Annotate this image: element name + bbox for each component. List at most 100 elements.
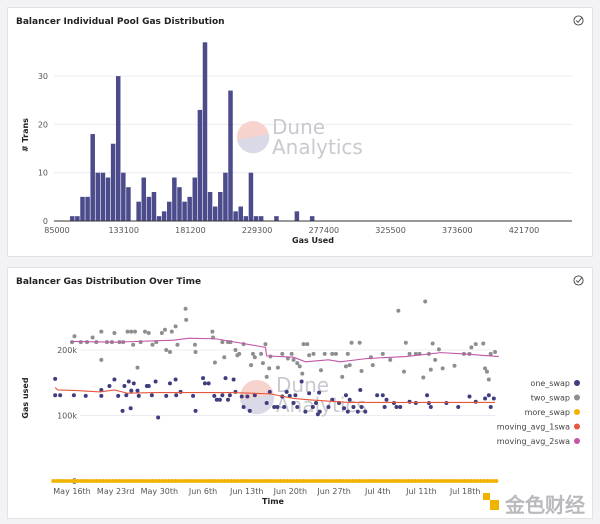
two_swap-point	[159, 330, 164, 335]
histogram-bar	[177, 187, 182, 221]
two_swap-point	[169, 329, 174, 334]
more_swap-point	[372, 479, 377, 483]
more_swap-point	[422, 479, 427, 483]
more_swap-point	[300, 479, 305, 483]
more_swap-point	[475, 479, 480, 483]
histogram-bar	[161, 211, 167, 221]
more_swap-point	[263, 479, 268, 483]
more_swap-point	[132, 479, 137, 483]
one_swap-point	[486, 393, 491, 398]
histogram-bar	[223, 172, 228, 221]
one_swap-point	[206, 381, 211, 386]
more_swap-point	[216, 479, 221, 483]
histogram-bar	[172, 177, 177, 221]
one_swap-point	[173, 377, 178, 382]
one_swap-point	[313, 401, 318, 406]
x-tick-label: 421700	[509, 226, 540, 235]
histogram-bar	[121, 172, 126, 221]
two_swap-point	[318, 368, 323, 373]
one_swap-point	[407, 399, 412, 404]
histogram-bar	[146, 196, 152, 221]
histogram-bar	[105, 177, 111, 221]
corner-logo-text: 金色财经	[504, 493, 585, 517]
more_swap-point	[481, 479, 486, 483]
more_swap-point	[391, 479, 396, 483]
more_swap-point	[135, 479, 140, 483]
two_swap-point	[430, 341, 435, 346]
x-tick-label: 229300	[242, 226, 273, 235]
one_swap-point	[217, 397, 222, 402]
more_swap-point	[488, 479, 493, 483]
more_swap-point	[319, 479, 324, 483]
two_swap-point	[436, 347, 441, 352]
two_swap-point	[473, 342, 478, 347]
more_swap-point	[232, 479, 237, 483]
one_swap-point	[174, 393, 179, 398]
two_swap-point	[452, 363, 457, 368]
more_swap-point	[460, 479, 464, 483]
more_swap-point	[79, 479, 84, 483]
more_swap-point	[410, 479, 415, 483]
two_swap-point	[295, 361, 300, 366]
more_swap-point	[188, 479, 193, 483]
x-tick-label: May 30th	[141, 487, 178, 496]
more_swap-point	[166, 479, 171, 483]
y-tick-label: 0	[43, 217, 48, 226]
more_swap-point	[441, 479, 446, 483]
check-circle-icon[interactable]	[573, 15, 584, 26]
more_swap-point	[484, 479, 489, 483]
more_swap-point	[82, 479, 87, 483]
more_swap-point	[494, 479, 499, 483]
one_swap-point	[307, 391, 312, 396]
one_swap-point	[317, 390, 322, 395]
legend-label: moving_avg_1swa	[497, 423, 570, 432]
histogram-bar	[95, 172, 101, 221]
more_swap-point	[179, 479, 184, 483]
two_swap-point	[260, 361, 265, 366]
two_swap-point	[99, 357, 104, 362]
check-circle-icon[interactable]	[573, 275, 584, 286]
jinse-logo-icon	[490, 500, 499, 510]
two_swap-point	[297, 364, 302, 369]
more_swap-point	[266, 479, 271, 483]
more_swap-point	[428, 479, 433, 483]
one_swap-point	[428, 404, 433, 409]
one_swap-point	[351, 404, 356, 409]
histogram-bar	[110, 143, 116, 221]
one_swap-point	[245, 394, 250, 399]
more_swap-point	[335, 479, 340, 483]
one_swap-point	[282, 404, 287, 409]
one_swap-point	[483, 396, 488, 401]
one_swap-point	[122, 384, 127, 389]
more_swap-point	[60, 479, 65, 483]
one_swap-point	[156, 415, 161, 420]
two_swap-point	[423, 299, 428, 304]
histogram-bar	[212, 206, 218, 221]
more_swap-point	[163, 479, 168, 483]
moving_avg_2swap-line	[70, 337, 499, 363]
histogram-bar	[126, 187, 131, 221]
histogram-bar	[80, 196, 85, 221]
one_swap-point	[299, 379, 304, 384]
two_swap-point	[175, 342, 180, 347]
more_swap-point	[104, 479, 109, 483]
two_swap-point	[133, 329, 138, 334]
more_swap-point	[288, 479, 293, 483]
one_swap-point	[241, 404, 246, 409]
more_swap-point	[469, 479, 474, 483]
two_swap-point	[428, 367, 433, 372]
two_swap-point	[150, 342, 155, 347]
histogram-bar	[70, 216, 75, 221]
more_swap-point	[116, 479, 121, 483]
one_swap-point	[293, 393, 298, 398]
more_swap-point	[444, 479, 449, 483]
one_swap-point	[275, 404, 280, 409]
more_swap-point	[456, 479, 461, 483]
histogram-bar	[258, 216, 264, 221]
two_swap-point	[343, 364, 348, 369]
more_swap-point	[363, 479, 368, 483]
two_swap-point	[291, 357, 296, 362]
more_swap-point	[57, 479, 62, 483]
more_swap-point	[304, 479, 308, 483]
y-tick-label: 20	[38, 120, 48, 129]
